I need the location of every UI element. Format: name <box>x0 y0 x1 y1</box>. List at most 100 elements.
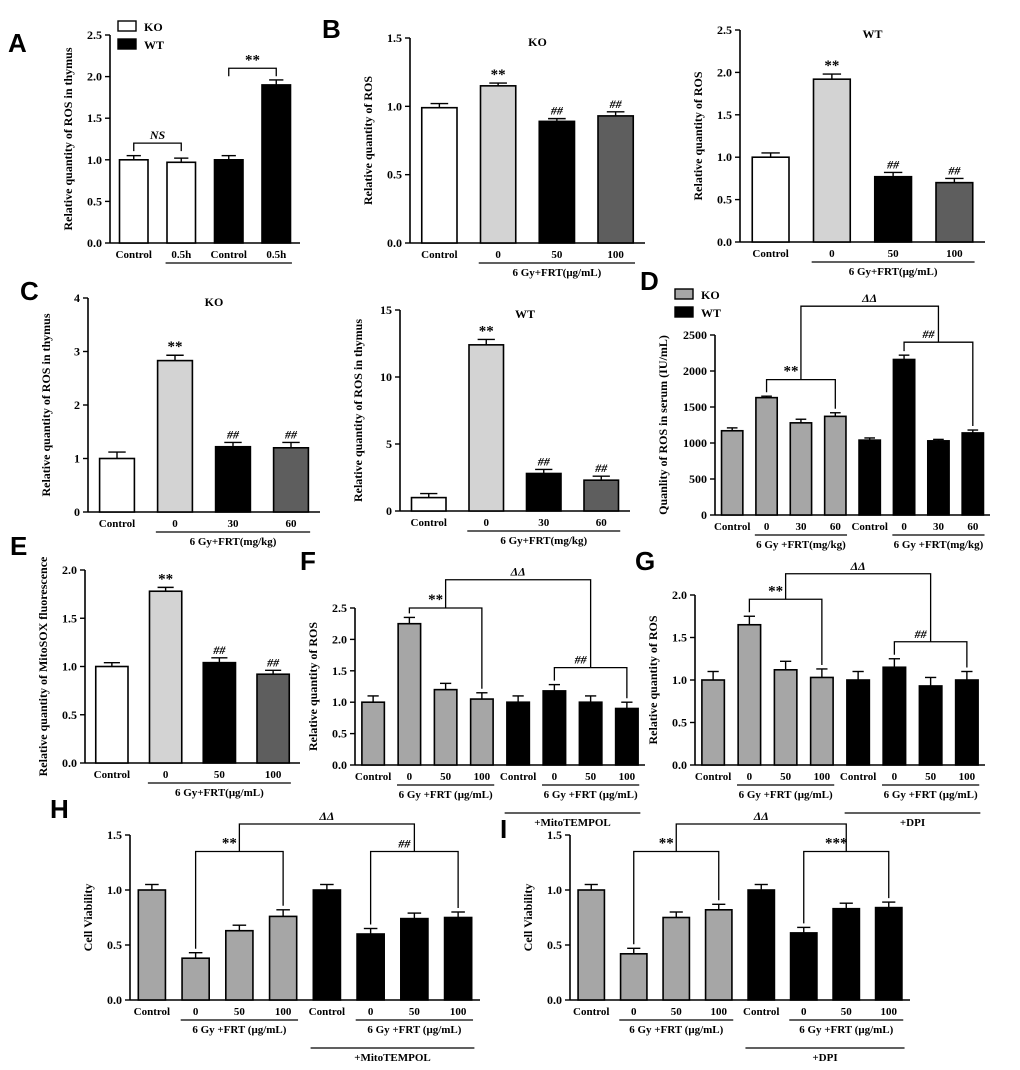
y-tick-label: 1.5 <box>717 108 732 122</box>
x-tick-label: 100 <box>814 771 831 783</box>
x-tick-label: 50 <box>841 1006 853 1018</box>
significance-label: ** <box>428 592 443 608</box>
significance-label: ** <box>491 67 506 83</box>
x-tick-label: Control <box>134 1006 170 1018</box>
significance-bracket <box>228 67 277 77</box>
group-label: 6 Gy+FRT(μg/mL) <box>175 787 264 799</box>
x-tick-label: 60 <box>286 518 298 530</box>
comparison-label: ΔΔ <box>861 291 877 305</box>
significance-label: ## <box>947 163 961 177</box>
significance-label: ** <box>158 571 173 587</box>
bar <box>961 432 985 516</box>
y-tick-label: 4 <box>74 291 80 305</box>
y-tick-label: 0.0 <box>672 758 687 772</box>
bar <box>789 932 818 1001</box>
treatment-label: +MitoTEMPOL <box>534 817 611 829</box>
bar <box>823 415 847 516</box>
y-tick-label: 1.0 <box>387 99 402 113</box>
group-label: 6 Gy +FRT(mg/kg) <box>894 539 984 551</box>
x-tick-label: 0 <box>407 771 413 783</box>
bar <box>261 84 292 244</box>
bar <box>583 479 620 512</box>
x-tick-label: Control <box>211 249 247 261</box>
y-tick-label: 0 <box>386 504 392 518</box>
bar <box>479 85 517 244</box>
x-tick-label: Control <box>573 1006 609 1018</box>
significance-label: ** <box>783 364 798 380</box>
significance-label: ** <box>222 836 237 852</box>
x-tick-label: Control <box>714 521 750 533</box>
x-tick-label: 100 <box>711 1006 728 1018</box>
panel-title: WT <box>515 307 535 321</box>
comparison-bracket <box>238 823 416 852</box>
bar <box>433 688 458 766</box>
x-tick-label: 0.5h <box>171 249 191 261</box>
significance-label: ## <box>921 327 935 341</box>
x-tick-label: Control <box>411 517 447 529</box>
y-tick-label: 2.0 <box>87 70 102 84</box>
y-axis-label: Relative quantity of ROS <box>306 622 320 751</box>
significance-bracket <box>133 142 182 152</box>
bar <box>469 698 494 766</box>
bar <box>361 701 386 766</box>
y-tick-label: 0.5 <box>332 727 347 741</box>
panel-g: G 0.0 0.5 1.0 1.5 2.0 Relative quantity of ROS… <box>635 546 985 829</box>
y-axis-label: Relative quantity of ROS in thymus <box>39 313 53 496</box>
y-tick-label: 2.0 <box>62 563 77 577</box>
bar <box>397 622 422 766</box>
significance-label: ## <box>914 627 928 641</box>
y-axis-label: Relative quantity of ROS <box>691 71 705 200</box>
bar <box>156 359 194 513</box>
bar <box>751 156 790 243</box>
bar <box>873 175 913 243</box>
significance-label: *** <box>825 836 848 852</box>
panel-a: A 0.0 0.5 1.0 1.5 2.0 2.5 Relative quantity of … <box>8 20 300 264</box>
y-tick-label: 0.0 <box>547 993 562 1007</box>
bar <box>578 701 603 766</box>
x-tick-label: Control <box>355 771 391 783</box>
x-tick-label: Control <box>500 771 536 783</box>
x-tick-label: 0 <box>552 771 558 783</box>
x-tick-label: 100 <box>607 249 624 261</box>
x-tick-label: 100 <box>474 771 491 783</box>
bar <box>747 889 776 1001</box>
y-tick-label: 1.0 <box>332 695 347 709</box>
x-tick-label: 100 <box>619 771 636 783</box>
panel-label: C <box>20 276 39 306</box>
y-tick-label: 1.0 <box>87 153 102 167</box>
bar <box>720 429 744 516</box>
x-tick-label: Control <box>743 1006 779 1018</box>
x-tick-label: 100 <box>275 1006 292 1018</box>
y-tick-label: 3 <box>74 345 80 359</box>
x-tick-label: Control <box>840 771 876 783</box>
x-tick-label: 0 <box>631 1006 637 1018</box>
y-tick-label: 0.5 <box>672 716 687 730</box>
y-tick-label: 2.5 <box>87 28 102 42</box>
panel-b2: WT 0.0 0.5 1.0 1.5 2.0 2.5 Relative quantity of… <box>691 23 985 278</box>
legend-swatch <box>117 20 137 32</box>
y-tick-label: 1.5 <box>387 31 402 45</box>
y-tick-label: 500 <box>689 472 707 486</box>
significance-label: ** <box>479 323 494 339</box>
x-tick-label: 50 <box>780 771 792 783</box>
x-tick-label: Control <box>116 249 152 261</box>
bar <box>225 929 254 1001</box>
bar <box>701 679 726 766</box>
bar <box>98 457 136 513</box>
y-tick-label: 0.0 <box>87 236 102 250</box>
bar <box>619 952 648 1001</box>
group-label: 6 Gy +FRT (μg/mL) <box>367 1024 461 1036</box>
significance-label: ** <box>245 52 260 68</box>
x-tick-label: 0 <box>368 1006 374 1018</box>
y-tick-label: 1500 <box>683 400 707 414</box>
bar <box>892 358 916 516</box>
y-tick-label: 1.5 <box>332 664 347 678</box>
x-tick-label: 0 <box>892 771 898 783</box>
bar <box>935 181 974 243</box>
bar <box>737 623 762 766</box>
bar <box>312 889 342 1001</box>
bar <box>148 590 183 764</box>
significance-label: ## <box>212 643 226 657</box>
x-tick-label: Control <box>851 521 887 533</box>
